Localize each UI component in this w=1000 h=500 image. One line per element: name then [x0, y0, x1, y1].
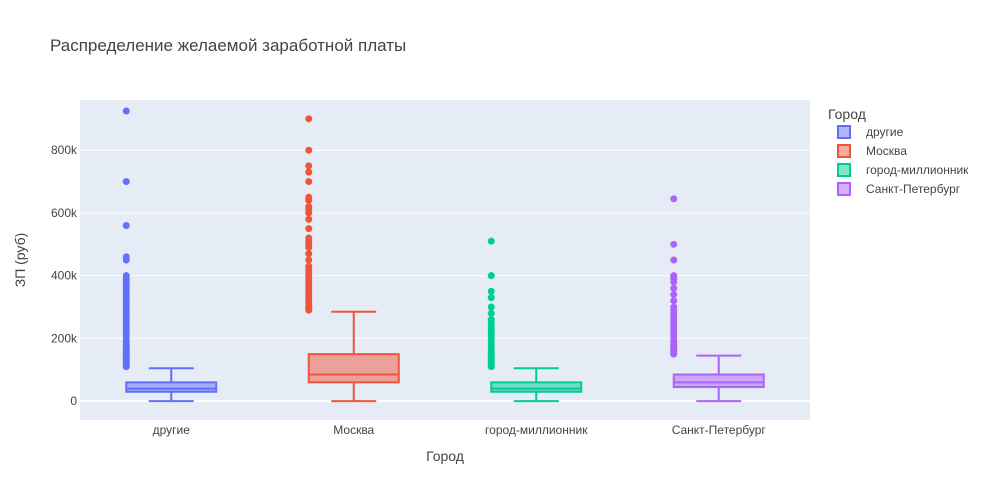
box-iqr — [672, 373, 765, 389]
outlier-point — [487, 294, 495, 302]
outlier-point — [305, 215, 313, 223]
x-axis-title: Город — [426, 448, 464, 464]
outlier-point — [305, 225, 313, 233]
outlier-point — [670, 272, 678, 280]
outlier-point — [305, 250, 313, 258]
y-tick-label: 800k — [51, 143, 78, 157]
legend: Город другие Москва город-миллионник Санкт-… — [828, 106, 969, 196]
legend-label: другие — [866, 125, 904, 139]
outlier-point — [487, 303, 495, 311]
outlier-point — [487, 272, 495, 280]
legend-swatch — [837, 125, 851, 139]
outlier-point — [487, 287, 495, 295]
outlier-point — [487, 316, 495, 324]
y-tick-label: 400k — [51, 269, 78, 283]
legend-swatch — [837, 144, 851, 158]
y-tick-label: 0 — [70, 394, 77, 408]
x-tick-label: Санкт-Петербург — [672, 423, 767, 437]
plot-area — [80, 100, 810, 420]
outlier-point — [670, 291, 678, 299]
grid-lines — [80, 149, 810, 403]
outlier-point — [305, 168, 313, 176]
outlier-point — [670, 256, 678, 264]
outlier-point — [305, 146, 313, 154]
outlier-point — [305, 256, 313, 264]
chart-title: Распределение желаемой заработной платы — [50, 36, 406, 55]
legend-item: город-миллионник — [837, 163, 969, 177]
box-series — [670, 195, 765, 403]
outlier-point — [670, 284, 678, 292]
box-series — [487, 237, 583, 403]
legend-label: Санкт-Петербург — [866, 182, 961, 196]
outlier-point — [305, 178, 313, 186]
y-tick-label: 200k — [51, 331, 78, 345]
x-axis-ticks: другие Москва город-миллионник Санкт-Петерб… — [153, 423, 767, 437]
outlier-point — [670, 297, 678, 305]
outlier-point — [305, 115, 313, 123]
legend-item: другие — [837, 125, 904, 139]
legend-item: Москва — [837, 144, 907, 158]
legend-item: Санкт-Петербург — [837, 182, 961, 196]
outlier-point — [305, 193, 313, 201]
legend-label: Москва — [866, 144, 907, 158]
outlier-point — [670, 195, 678, 203]
x-tick-label: другие — [153, 423, 191, 437]
box-iqr — [490, 381, 583, 393]
outlier-point — [305, 203, 313, 211]
box-series — [305, 115, 400, 403]
outlier-point — [122, 107, 130, 115]
outlier-point — [670, 240, 678, 248]
outlier-point — [122, 272, 130, 280]
y-axis-title: ЗП (руб) — [12, 233, 28, 288]
outlier-point — [487, 237, 495, 245]
legend-swatch — [837, 163, 851, 177]
outlier-point — [305, 234, 313, 242]
outlier-point — [305, 162, 313, 170]
legend-label: город-миллионник — [866, 163, 969, 177]
outlier-point — [487, 309, 495, 317]
outlier-point — [122, 253, 130, 261]
legend-swatch — [837, 182, 851, 196]
legend-title: Город — [828, 106, 866, 122]
y-tick-label: 600k — [51, 206, 78, 220]
box-iqr — [125, 381, 218, 393]
outlier-point — [305, 262, 313, 270]
box-iqr — [307, 353, 400, 384]
x-tick-label: Москва — [333, 423, 374, 437]
outlier-point — [122, 221, 130, 229]
x-tick-label: город-миллионник — [485, 423, 588, 437]
y-axis-ticks: 0 200k 400k 600k 800k — [51, 143, 78, 408]
outlier-point — [670, 303, 678, 311]
outlier-point — [122, 178, 130, 186]
box-series — [122, 107, 218, 403]
box-series-group — [122, 107, 765, 403]
